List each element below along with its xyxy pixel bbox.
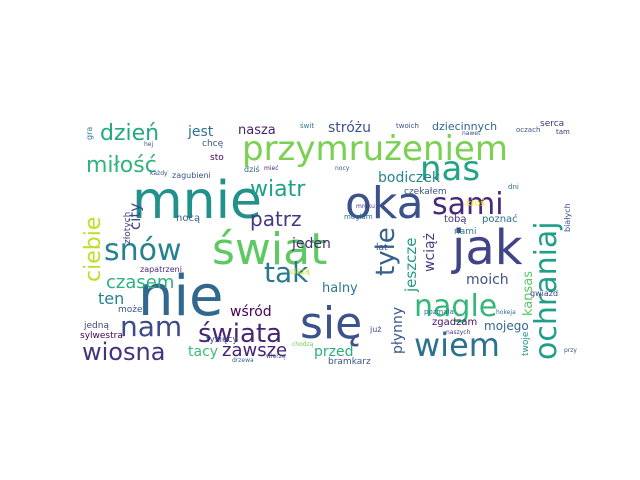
cloud-background [80, 112, 560, 368]
cloud-word: czasem [106, 272, 174, 293]
cloud-word: dziś [244, 164, 260, 174]
cloud-word: city [126, 203, 144, 230]
cloud-word: gwiazd [530, 289, 558, 298]
cloud-word: sami [432, 187, 504, 222]
cloud-word: gra [85, 127, 94, 140]
cloud-word: wiem [414, 326, 500, 364]
cloud-word: mieć [264, 165, 279, 172]
cloud-word: twoich [396, 122, 419, 130]
cloud-word: się [300, 298, 362, 349]
cloud-word: czekałem [404, 187, 447, 197]
cloud-word: białych [563, 203, 572, 232]
cloud-word: wciąż [422, 233, 438, 272]
cloud-word: świata [198, 319, 282, 349]
cloud-word: nocy [335, 165, 350, 172]
cloud-word: lat [376, 243, 388, 253]
cloud-word: ktoś [466, 198, 485, 209]
cloud-word: tak [264, 256, 309, 289]
cloud-word: dziecinnych [432, 120, 497, 133]
cloud-word: snów [104, 233, 182, 268]
cloud-word: może [118, 305, 143, 315]
cloud-word: nam [120, 310, 182, 343]
cloud-word: wierzę [266, 353, 286, 360]
cloud-word: przymrużeniem [242, 129, 508, 169]
cloud-word: chodzą [292, 341, 314, 348]
cloud-word: wśród [230, 304, 272, 320]
cloud-word: hokeja [496, 309, 516, 316]
cloud-word: ciszą [290, 267, 310, 276]
cloud-word: kansas [521, 271, 536, 316]
cloud-word: zgadzam [432, 317, 477, 328]
cloud-word: naszych [446, 329, 471, 336]
cloud-word: nami [454, 227, 477, 237]
cloud-word: bramkarz [328, 357, 371, 367]
cloud-word: oczach [516, 126, 540, 134]
cloud-word: dzień [100, 121, 159, 146]
cloud-word: tacy [188, 344, 218, 360]
cloud-word: sto [210, 153, 224, 163]
cloud-word: tyle [371, 227, 401, 276]
cloud-word: jeszcze [402, 238, 420, 293]
cloud-word: świt [300, 122, 314, 130]
cloud-word: nie [138, 264, 224, 329]
cloud-word: zapatrzeni [140, 265, 182, 274]
cloud-word: mojego [484, 319, 529, 333]
cloud-word: pozmała [424, 308, 454, 316]
cloud-word: ochraniaj [529, 221, 564, 360]
cloud-word: jedną [83, 321, 109, 331]
cloud-word: chcę [202, 139, 224, 149]
cloud-word: bodiczek [378, 170, 441, 186]
cloud-word: jest [187, 124, 214, 140]
cloud-word: zawsze [222, 340, 287, 361]
cloud-word: ten [98, 289, 124, 308]
cloud-word: nawet [462, 130, 481, 137]
cloud-word: serca [540, 119, 564, 129]
cloud-word: już [369, 325, 382, 334]
cloud-word: patrz [250, 207, 302, 231]
cloud-word: sylwestra [80, 331, 123, 341]
cloud-word: ciebie [81, 217, 106, 282]
cloud-word: hej [144, 141, 153, 148]
cloud-word: nas [420, 149, 480, 189]
cloud-word: złotych [123, 212, 133, 244]
cloud-word: miłość [86, 153, 157, 178]
cloud-word: stróżu [328, 120, 371, 136]
cloud-word: twoje [521, 331, 531, 356]
cloud-word: wiatr [250, 177, 306, 202]
cloud-word: przed [314, 344, 354, 360]
cloud-word: tysięcy [206, 335, 239, 345]
cloud-word: jeden [291, 236, 331, 252]
cloud-word: nagle [414, 289, 497, 324]
cloud-word: nasza [238, 123, 276, 138]
cloud-word: przy [564, 347, 577, 354]
cloud-word: mroku [356, 203, 375, 210]
cloud-word: dni [508, 183, 519, 191]
cloud-word: wiosna [82, 338, 165, 366]
cloud-word: nocą [176, 213, 200, 224]
cloud-word: tam [556, 128, 570, 136]
cloud-word: poznać [482, 213, 518, 225]
cloud-word: mnie [132, 171, 262, 231]
cloud-word: płynny [390, 307, 406, 354]
cloud-word: oka [345, 178, 424, 229]
cloud-word: zagubieni [172, 171, 211, 180]
cloud-word: tobą [444, 214, 467, 225]
cloud-word: halny [322, 281, 358, 296]
cloud-word: jak [451, 220, 523, 276]
cloud-word: każdy [150, 170, 168, 177]
cloud-word: drzewa [232, 357, 254, 364]
cloud-word: moich [466, 272, 509, 288]
cloud-word: mogłam [344, 213, 373, 221]
cloud-word: świat [212, 224, 327, 275]
